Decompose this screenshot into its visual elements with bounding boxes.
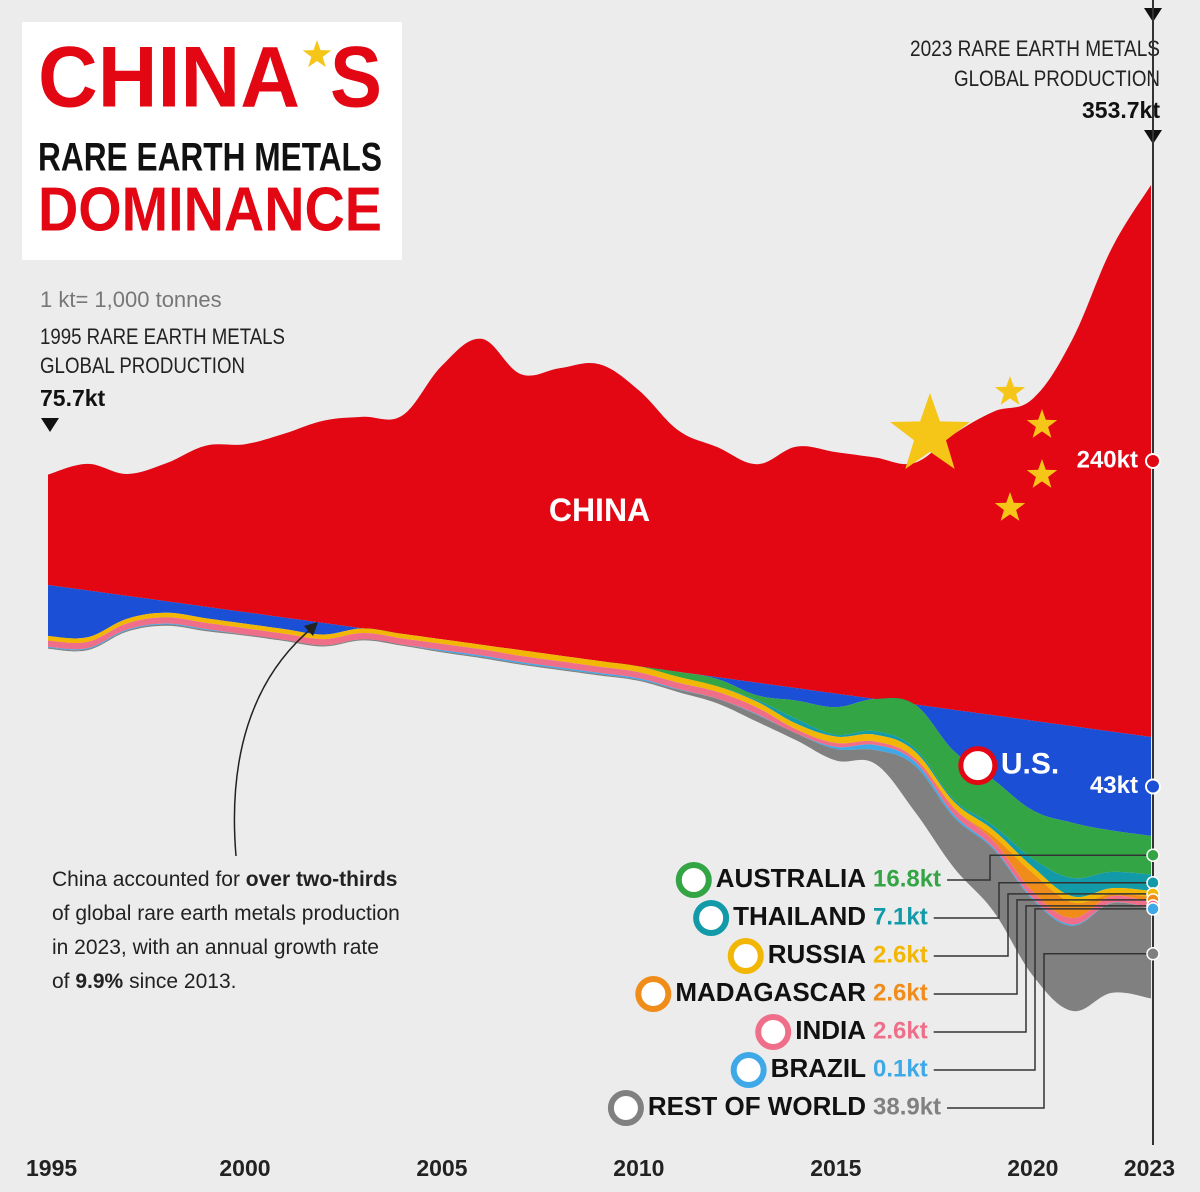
x-tick-label: 1995 <box>26 1155 77 1181</box>
note: China accounted for over two-thirds of gl… <box>52 868 400 993</box>
flag-icon <box>693 900 730 936</box>
note-text: of <box>52 970 75 993</box>
area <box>48 612 1151 898</box>
stream-areas <box>48 185 1151 1012</box>
legend-name: THAILAND <box>733 901 866 931</box>
stars <box>302 40 1058 521</box>
note-text: China accounted for <box>52 868 246 891</box>
legend-value: 38.9kt <box>873 1093 941 1120</box>
note-text: since 2013. <box>123 970 236 993</box>
legend-value: 0.1kt <box>873 1055 928 1082</box>
end-dot <box>1146 848 1160 862</box>
end-label: GLOBAL PRODUCTION <box>954 66 1160 91</box>
end-value-label: 43kt <box>1090 772 1138 799</box>
start-total: 75.7kt <box>40 385 106 411</box>
x-tick-label: 2020 <box>1007 1155 1058 1181</box>
area <box>48 185 1151 737</box>
end-dot <box>1146 875 1160 890</box>
note-line: in 2023, with an annual growth rate <box>52 936 379 959</box>
note-arrowhead <box>304 622 318 636</box>
flag-icon <box>755 1014 792 1050</box>
end-value-label: 240kt <box>1077 446 1138 473</box>
flag-star <box>994 492 1026 521</box>
note-text: of global rare earth metals production <box>52 902 400 925</box>
end-dot <box>1146 947 1160 961</box>
legend-value: 2.6kt <box>873 941 928 968</box>
area <box>48 612 1151 904</box>
end-label: 2023 RARE EARTH METALS <box>910 36 1160 61</box>
end-total: 353.7kt <box>1082 97 1160 123</box>
start-label: GLOBAL PRODUCTION <box>40 353 245 378</box>
legend-connector <box>947 953 1153 1109</box>
flag-icon <box>730 1052 767 1088</box>
legend-value: 16.8kt <box>873 865 941 892</box>
note-line: of global rare earth metals production <box>52 902 400 925</box>
end-dot <box>1145 453 1161 469</box>
x-tick-label: 2005 <box>416 1155 467 1181</box>
legend-connector <box>933 899 1153 995</box>
legend-connector <box>933 893 1153 957</box>
legend-connector <box>933 905 1153 1033</box>
note-line: China accounted for over two-thirds <box>52 868 397 891</box>
x-tick-label: 2023 <box>1124 1155 1175 1181</box>
note-arrow <box>233 627 313 857</box>
flag-star <box>994 376 1026 405</box>
legend-name: REST OF WORLD <box>648 1091 866 1121</box>
flag-icon <box>727 938 764 974</box>
legend-name: MADAGASCAR <box>675 977 866 1007</box>
title-s: S <box>330 30 382 126</box>
legend-name: BRAZIL <box>771 1053 866 1083</box>
title-line3: DOMINANCE <box>38 175 382 244</box>
legend-value: 7.1kt <box>873 903 928 930</box>
area <box>48 624 1151 1012</box>
note-text: 9.9% <box>75 970 123 993</box>
title-box <box>22 22 402 260</box>
area <box>48 585 1151 836</box>
title-line2: RARE EARTH METALS <box>38 136 382 180</box>
series-label: U.S. <box>1001 747 1059 780</box>
flag-star <box>1026 459 1058 488</box>
start-marker <box>41 418 59 432</box>
flag-icon <box>635 976 672 1012</box>
legend-connector <box>933 908 1153 1071</box>
end-dot <box>1146 902 1160 916</box>
legend-name: INDIA <box>795 1015 866 1045</box>
area <box>48 612 1151 879</box>
series-label: CHINA <box>549 492 650 528</box>
end-dot <box>1145 778 1161 795</box>
x-tick-label: 2010 <box>613 1155 664 1181</box>
title-china: CHINA <box>38 30 300 126</box>
flag-star <box>1026 409 1058 438</box>
legend-value: 2.6kt <box>873 1017 928 1044</box>
flag-icon <box>607 1090 644 1126</box>
x-tick-label: 2015 <box>810 1155 861 1181</box>
start-label: 1995 RARE EARTH METALS <box>40 324 285 349</box>
flag-star <box>890 393 970 469</box>
unit-note: 1 kt= 1,000 tonnes <box>40 287 222 312</box>
note-text: in 2023, with an annual growth rate <box>52 936 379 959</box>
legend-value: 2.6kt <box>873 979 928 1006</box>
legend-connector <box>947 854 1153 881</box>
legend-connector <box>933 881 1153 919</box>
labels: 1995 2000 2005 2010 2015 2020 2023 CHINA U.S. 240… <box>26 446 1175 1181</box>
note-line: of 9.9% since 2013. <box>52 970 236 993</box>
flag-icon <box>675 862 712 898</box>
flag-icon <box>958 746 998 786</box>
legend-name: AUSTRALIA <box>716 863 866 893</box>
x-tick-label: 2000 <box>219 1155 270 1181</box>
title-star <box>302 40 332 68</box>
area <box>48 617 1151 919</box>
note-text: over two-thirds <box>246 868 398 891</box>
legend-name: RUSSIA <box>768 939 866 969</box>
